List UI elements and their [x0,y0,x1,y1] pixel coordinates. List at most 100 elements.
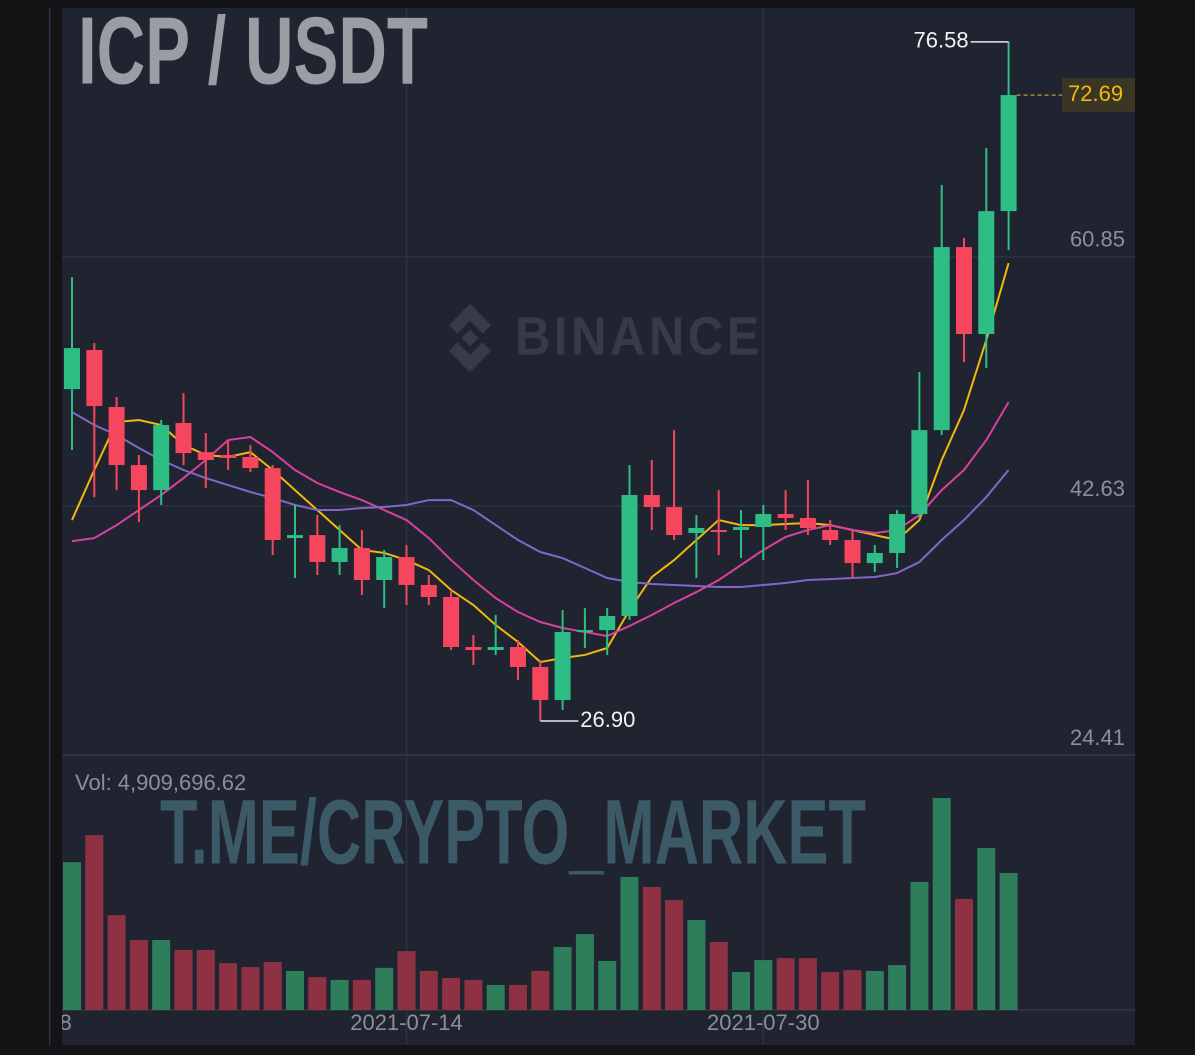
volume-bar [397,951,416,1010]
volume-bar [598,960,617,1010]
candle-body [956,247,972,335]
volume-bar [196,950,215,1010]
candle-body [130,465,147,491]
candle-body [688,527,705,534]
volume-bar [442,977,461,1010]
candle-body [108,406,125,466]
candle-body [242,457,259,469]
binance-text: BINANCE [515,306,763,366]
volume-bar [821,972,840,1010]
volume-bar [263,962,282,1010]
volume-bar [977,847,996,1010]
candle-body [911,430,928,515]
volume-bar [464,979,483,1010]
volume-bar [865,970,884,1010]
candle-body [777,514,794,518]
candle-body [510,647,526,667]
marks: 6-28 2021-07-14 2021-07-30 [28,41,1018,1035]
volume-bar [129,939,148,1010]
volume-bar [776,958,795,1010]
chart-title: ICP / USDT [78,0,428,104]
volume-bar [575,934,594,1010]
candle-body [153,425,170,491]
last-price-label: 72.69 [1068,81,1123,106]
volume-bar [486,984,505,1010]
candle-body [978,211,995,335]
low-label: 26.90 [580,707,635,732]
volume-bar [932,798,951,1010]
volume-bar [174,950,193,1010]
volume-bar [620,876,639,1010]
y-tick-label: 60.85 [1070,227,1125,252]
volume-bar [955,898,973,1010]
candle-body [621,495,638,616]
volume-bar [910,881,929,1010]
volume-bar [219,963,238,1010]
candle-body [666,507,683,536]
candle-body [64,348,80,390]
volume-bar [308,977,327,1010]
volume-bar [152,939,171,1010]
candle-body [197,452,214,461]
candle-body [398,557,415,585]
candle-body [844,539,861,564]
volume-bar [665,900,684,1010]
binance-logo [448,304,492,372]
volume-label: Vol: 4,909,696.62 [75,770,246,795]
volume-bar [999,873,1018,1010]
volume-bar [709,941,728,1010]
candle-body [331,548,348,562]
x-tick-label: 6-28 [28,1010,72,1035]
x-tick-label: 2021-07-14 [350,1010,463,1035]
candle-body [643,495,660,508]
candle-body [86,349,103,407]
y-tick-label: 42.63 [1070,476,1125,501]
volume-bar [732,972,750,1010]
volume-bar [241,967,260,1010]
volume-bar [375,967,394,1010]
candle-body [220,454,237,458]
candle-body [465,647,482,651]
volume-bar [330,979,349,1010]
high-label: 76.58 [914,28,969,53]
candle-body [799,517,816,528]
volume-bar [286,970,304,1010]
y-tick-label: 24.41 [1070,725,1125,750]
candle-body [576,630,593,633]
volume-bar [85,835,104,1010]
candle-body [287,535,303,539]
candle-body [420,584,437,597]
candle-body [866,552,883,564]
candle-body [599,615,616,631]
candle-body [554,631,571,701]
overlay-text: T.ME/CRYPTO_MARKET [160,781,866,883]
candle-body [264,468,281,540]
volume-bar [531,970,550,1010]
volume-bar [509,984,527,1010]
candle-body [443,596,460,648]
candle-body [933,247,950,431]
volume-bar [843,970,862,1010]
candle-body [755,514,772,528]
volume-bar [642,886,661,1010]
x-tick-label: 2021-07-30 [707,1010,820,1035]
volume-bar [888,965,907,1010]
volume-bar [107,915,126,1010]
volume-bar [754,960,773,1010]
candle-body [376,557,393,581]
binance-watermark: BINANCE [448,304,763,372]
candle-body [532,666,549,701]
volume-bar [419,970,438,1010]
candle-body [1000,95,1017,212]
volume-bar [352,979,371,1010]
candle-body [487,647,504,651]
candle-body [353,548,370,581]
plot-background [62,8,1135,1045]
candle-body [309,535,326,562]
candle-body [710,530,727,533]
volume-bar [63,862,81,1010]
volume-bar [553,946,572,1010]
candle-body [822,530,839,540]
last-price-tag [1062,78,1135,113]
